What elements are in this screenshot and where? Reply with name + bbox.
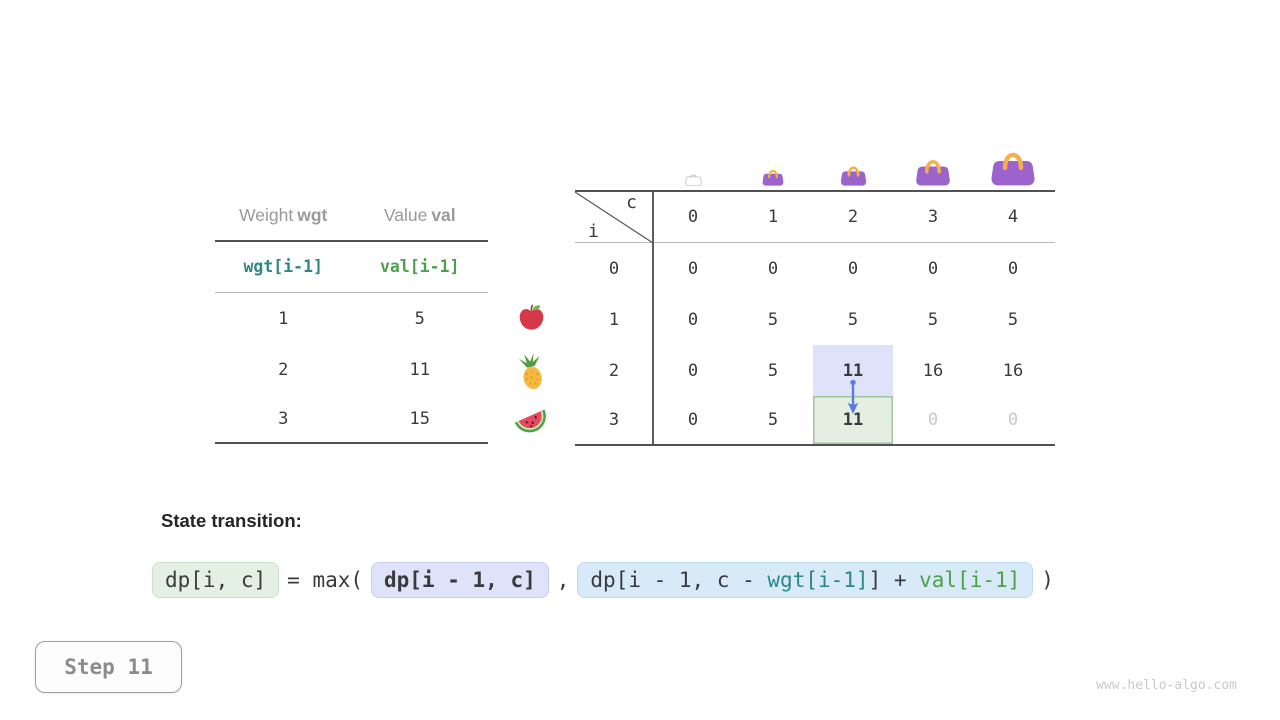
weight-column-header: Weight wgt bbox=[215, 205, 352, 226]
col-header-3: 3 bbox=[927, 207, 939, 227]
row-header-3: 3 bbox=[608, 410, 620, 430]
dp-row-0: 0 0 0 0 0 0 bbox=[575, 243, 1055, 294]
dp-row-2: 2 0 5 11 16 16 bbox=[575, 345, 1055, 396]
wgt-index-expr: wgt[i-1] bbox=[243, 257, 323, 276]
item-row-2: 2 11 bbox=[215, 344, 488, 395]
column-axis-label: c bbox=[626, 192, 637, 213]
items-table-header-row: Weight wgt Value val bbox=[215, 190, 488, 242]
dp-table-vertical-divider bbox=[652, 192, 654, 444]
formula-close-paren: ) bbox=[1041, 568, 1054, 592]
weight-code-label: wgt bbox=[297, 204, 328, 225]
value-code-label: val bbox=[431, 204, 456, 225]
formula-arg2-mid: ] + bbox=[868, 568, 920, 592]
row-axis-label: i bbox=[588, 221, 599, 242]
state-transition-heading: State transition: bbox=[161, 510, 302, 531]
website-url: www.hello-algo.com bbox=[1096, 678, 1237, 693]
col-header-1: 1 bbox=[767, 207, 779, 227]
formula-comma: , bbox=[556, 568, 570, 592]
col-header-4: 4 bbox=[1007, 207, 1019, 227]
empty-bag-icon bbox=[685, 171, 702, 191]
dp-matrix-table: c i 0 1 2 3 4 0 0 0 0 0 0 1 0 5 5 5 5 2 … bbox=[575, 190, 1055, 446]
apple-icon bbox=[517, 303, 546, 337]
row-header-0: 0 bbox=[608, 258, 620, 279]
dp-cell-3-0: 0 bbox=[687, 410, 699, 430]
row-header-1: 1 bbox=[608, 309, 620, 330]
value-column-header: Value val bbox=[352, 205, 489, 226]
state-transition-formula: dp[i, c] = max( dp[i - 1, c] , dp[i - 1,… bbox=[152, 557, 1054, 603]
row-header-2: 2 bbox=[608, 360, 620, 381]
val-index-expr: val[i-1] bbox=[380, 257, 460, 276]
formula-arg2-prefix: dp[i - 1, c - bbox=[590, 568, 768, 592]
diagonal-divider bbox=[575, 192, 653, 243]
dp-header-row: c i 0 1 2 3 4 bbox=[575, 192, 1055, 243]
dp-cell-3-1: 5 bbox=[767, 410, 779, 430]
dp-cell-0-3: 0 bbox=[927, 258, 939, 279]
col-header-0: 0 bbox=[687, 207, 699, 227]
dp-cell-1-2: 5 bbox=[847, 309, 859, 330]
item-3-weight: 3 bbox=[278, 408, 289, 429]
item-row-1: 1 5 bbox=[215, 293, 488, 344]
step-label: Step 11 bbox=[64, 655, 153, 679]
dp-cell-1-1: 5 bbox=[767, 309, 779, 330]
item-2-value: 11 bbox=[409, 359, 430, 380]
dp-cell-0-1: 0 bbox=[767, 258, 779, 279]
dp-cell-1-4: 5 bbox=[1007, 309, 1019, 330]
item-2-weight: 2 bbox=[278, 359, 289, 380]
dp-cell-2-0: 0 bbox=[687, 360, 699, 381]
dp-cell-1-3: 5 bbox=[927, 309, 939, 330]
dp-cell-0-0: 0 bbox=[687, 258, 699, 279]
formula-arg2-box: dp[i - 1, c - wgt[i-1]] + val[i-1] bbox=[577, 562, 1034, 598]
weight-label: Weight bbox=[239, 204, 294, 225]
dp-row-1: 1 0 5 5 5 5 bbox=[575, 294, 1055, 345]
watermelon-icon bbox=[512, 404, 548, 440]
bag-icon-capacity-4 bbox=[990, 145, 1036, 191]
step-indicator-badge: Step 11 bbox=[35, 641, 182, 693]
item-1-value: 5 bbox=[414, 308, 425, 329]
dp-cell-2-3: 16 bbox=[922, 360, 944, 381]
formula-arg1-box: dp[i - 1, c] bbox=[371, 562, 549, 598]
items-table-subheader-row: wgt[i-1] val[i-1] bbox=[215, 242, 488, 293]
bag-icon-capacity-3 bbox=[915, 154, 951, 191]
dp-cell-0-2: 0 bbox=[847, 258, 859, 279]
col-header-2: 2 bbox=[847, 207, 859, 227]
dp-cell-0-4: 0 bbox=[1007, 258, 1019, 279]
item-3-value: 15 bbox=[409, 408, 430, 429]
item-1-weight: 1 bbox=[278, 308, 289, 329]
dp-cell-3-4: 0 bbox=[1007, 410, 1019, 430]
dp-cell-2-1: 5 bbox=[767, 360, 779, 381]
formula-equals-max: = max( bbox=[287, 568, 364, 592]
formula-lhs-box: dp[i, c] bbox=[152, 562, 280, 598]
dp-row-3: 3 0 5 11 0 0 bbox=[575, 396, 1055, 444]
dp-cell-2-4: 16 bbox=[1002, 360, 1024, 381]
bag-icon-capacity-2 bbox=[840, 162, 867, 191]
dp-corner-cell: c i bbox=[575, 192, 653, 243]
value-label: Value bbox=[383, 204, 428, 225]
dp-cell-1-0: 0 bbox=[687, 309, 699, 330]
pineapple-icon bbox=[517, 351, 548, 396]
dp-cell-3-3: 0 bbox=[927, 410, 939, 430]
dp-cell-3-2-target-highlight: 11 bbox=[813, 396, 893, 444]
transition-down-arrow-icon bbox=[845, 379, 861, 420]
formula-arg2-wgt: wgt[i-1] bbox=[767, 568, 869, 592]
bag-icon-capacity-1 bbox=[762, 166, 784, 191]
item-row-3: 3 15 bbox=[215, 395, 488, 444]
items-table: Weight wgt Value val wgt[i-1] val[i-1] 1 5… bbox=[215, 190, 488, 444]
formula-arg2-val: val[i-1] bbox=[919, 568, 1021, 592]
